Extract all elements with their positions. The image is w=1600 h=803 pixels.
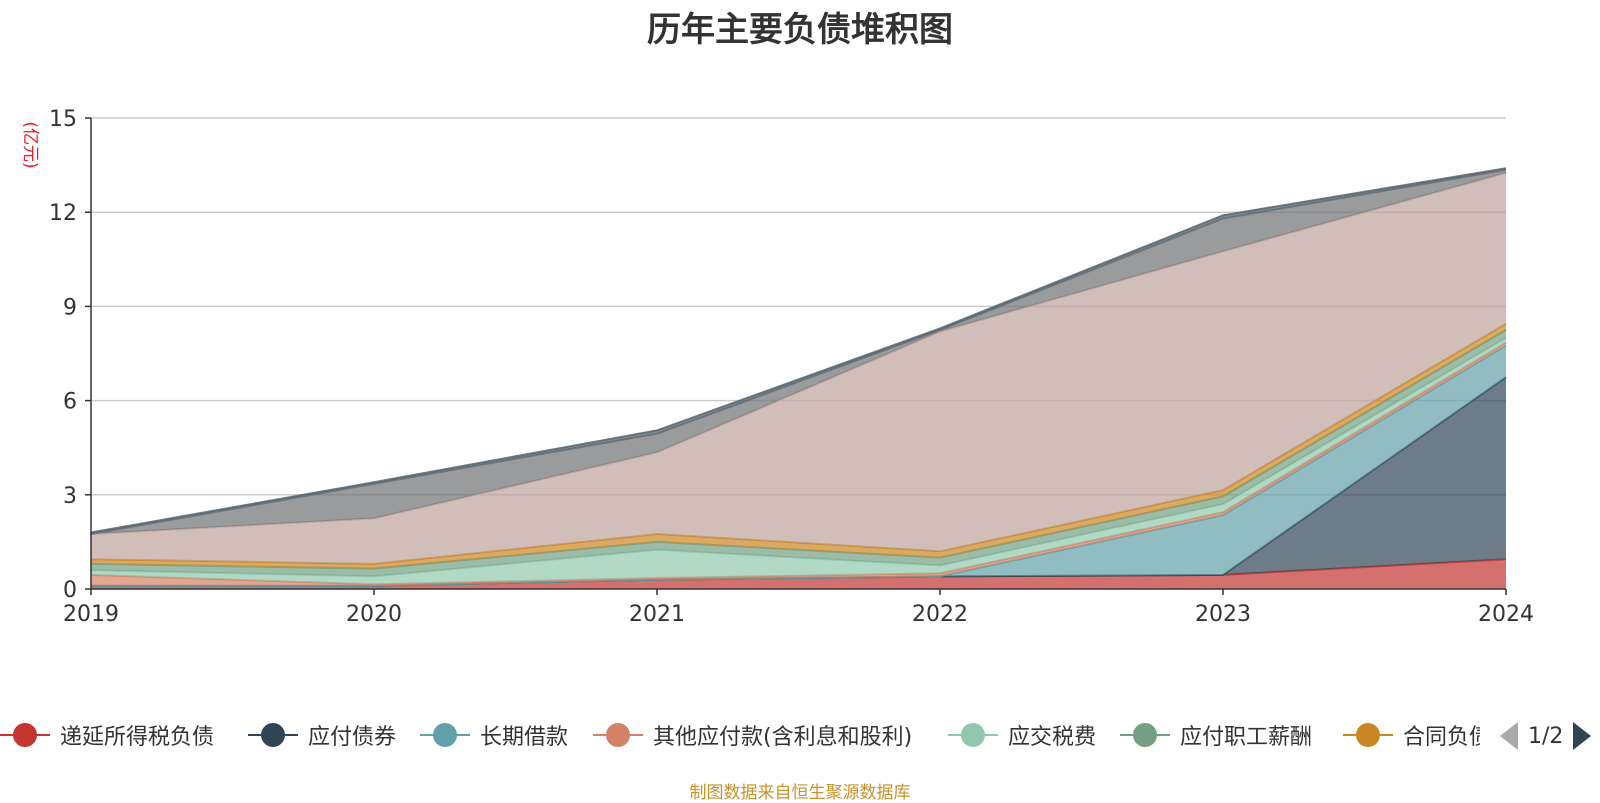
area-series-0 xyxy=(91,559,1506,589)
legend-marker-icon xyxy=(248,722,298,748)
chart-title: 历年主要负债堆积图 xyxy=(647,10,953,50)
x-tick-label: 2020 xyxy=(346,602,402,627)
legend: 递延所得税负债 应付债券 长期借款 其他应付款(含利息和股利) 应交税费 应付职工薪酬 合同… xyxy=(0,715,1480,755)
legend-label: 其他应付款(含利息和股利) xyxy=(653,725,913,750)
area-series-7 xyxy=(91,172,1506,564)
legend-item[interactable]: 应付职工薪酬 xyxy=(1120,715,1312,755)
legend-pager: 1/2 xyxy=(1500,718,1600,754)
legend-marker-icon xyxy=(420,722,470,748)
legend-item[interactable]: 应交税费 xyxy=(948,715,1096,755)
x-tick-label: 2024 xyxy=(1478,602,1534,627)
legend-item[interactable]: 递延所得税负债 xyxy=(0,715,214,755)
axes: 0 3 6 9 12 15 2019 2020 2021 2022 2023 2024 xyxy=(49,107,1534,627)
x-tick-label: 2022 xyxy=(912,602,968,627)
legend-marker-icon xyxy=(948,722,998,748)
legend-marker-icon xyxy=(593,722,643,748)
legend-item[interactable]: 应付债券 xyxy=(248,715,396,755)
legend-marker-icon xyxy=(1120,722,1170,748)
legend-label: 长期借款 xyxy=(480,725,569,750)
source-note: 制图数据来自恒生聚源数据库 xyxy=(689,783,911,803)
area-series-6 xyxy=(91,323,1506,569)
legend-item[interactable]: 合同负债 xyxy=(1343,715,1480,755)
y-tick-label: 6 xyxy=(63,390,77,415)
legend-label: 合同负债 xyxy=(1403,725,1480,750)
series-line-9 xyxy=(90,167,1507,534)
y-axis-unit-label: (亿元) xyxy=(20,121,40,168)
legend-page-indicator: 1/2 xyxy=(1528,723,1564,749)
legend-marker-icon xyxy=(0,722,50,748)
legend-label: 应付职工薪酬 xyxy=(1180,725,1313,750)
legend-item[interactable]: 其他应付款(含利息和股利) xyxy=(593,715,912,755)
legend-label: 递延所得税负债 xyxy=(60,725,215,750)
legend-next-page-icon[interactable] xyxy=(1573,722,1592,750)
area-series-1 xyxy=(91,377,1506,586)
y-tick-label: 3 xyxy=(63,484,77,509)
area-series-8 xyxy=(91,169,1506,535)
stacked-areas xyxy=(90,167,1507,589)
legend-label: 应交税费 xyxy=(1008,725,1097,750)
legend-item[interactable]: 长期借款 xyxy=(420,715,568,755)
x-tick-label: 2019 xyxy=(63,602,119,627)
area-series-5 xyxy=(91,329,1506,577)
legend-marker-icon xyxy=(1343,722,1393,748)
y-tick-label: 0 xyxy=(63,578,77,603)
y-tick-label: 15 xyxy=(49,107,77,132)
legend-label: 应付债券 xyxy=(308,725,397,750)
legend-prev-page-icon[interactable] xyxy=(1500,722,1518,750)
y-tick-label: 9 xyxy=(63,295,77,320)
x-tick-label: 2021 xyxy=(629,602,685,627)
y-tick-label: 12 xyxy=(49,201,77,226)
area-series-4 xyxy=(91,337,1506,585)
chart-area: 0 3 6 9 12 15 2019 2020 2021 2022 2023 2024 (亿元) xyxy=(20,107,1534,627)
x-tick-label: 2023 xyxy=(1195,602,1251,627)
